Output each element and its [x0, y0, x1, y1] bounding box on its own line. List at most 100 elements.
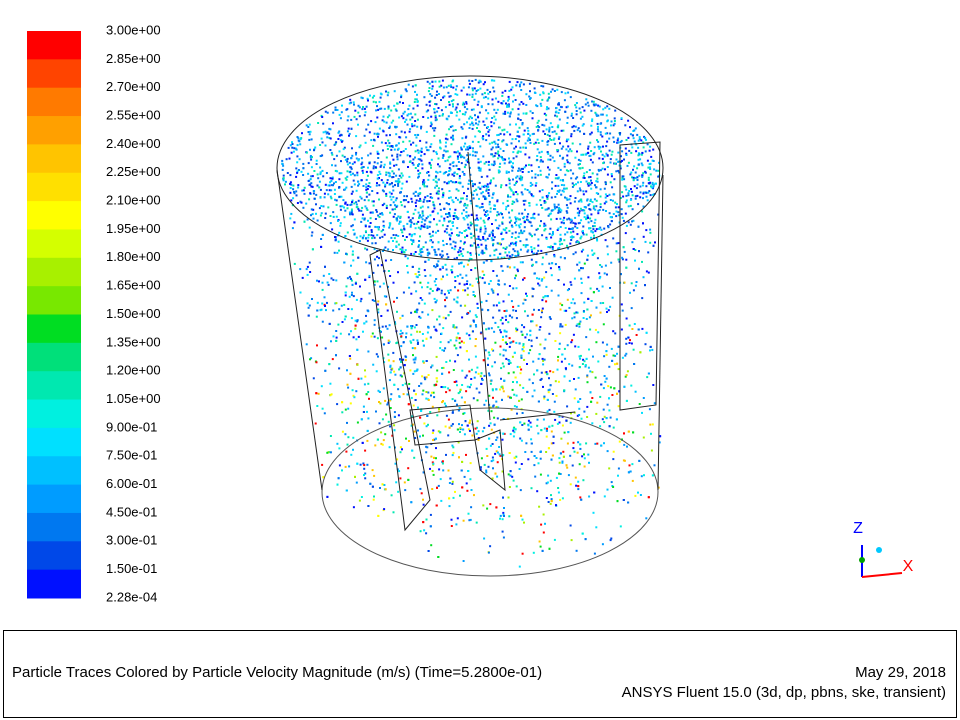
- particle: [335, 154, 338, 157]
- particle: [462, 560, 465, 562]
- particle: [497, 133, 500, 136]
- particle: [365, 188, 368, 191]
- particle: [599, 302, 602, 305]
- particle: [470, 368, 473, 371]
- particle: [530, 224, 533, 227]
- particle: [639, 185, 642, 188]
- particle: [357, 377, 360, 380]
- particle: [406, 265, 409, 267]
- particle: [528, 156, 531, 159]
- particle: [437, 192, 440, 195]
- particle: [403, 195, 406, 198]
- particle: [483, 92, 486, 95]
- particle: [437, 229, 440, 232]
- particle: [396, 310, 398, 313]
- particle: [574, 388, 577, 391]
- particle: [471, 87, 474, 90]
- particle: [381, 212, 383, 215]
- particle: [575, 549, 578, 552]
- particle: [381, 443, 384, 446]
- particle: [579, 167, 582, 170]
- particle: [572, 125, 575, 128]
- particle: [479, 130, 481, 133]
- particle: [623, 185, 626, 188]
- particle: [356, 363, 359, 366]
- particle: [536, 369, 539, 372]
- particle: [390, 148, 393, 151]
- particle: [402, 291, 405, 294]
- particle: [464, 376, 467, 379]
- particle: [373, 283, 376, 286]
- particle: [346, 157, 349, 160]
- particle: [468, 421, 471, 424]
- particle: [631, 241, 634, 244]
- particle: [560, 184, 563, 186]
- particle: [435, 447, 437, 450]
- particle: [566, 344, 569, 347]
- particle: [561, 497, 564, 500]
- particle: [318, 186, 321, 189]
- particle: [407, 108, 410, 111]
- particle: [597, 192, 600, 195]
- particle: [336, 170, 339, 173]
- particle: [386, 309, 389, 312]
- particle: [596, 180, 599, 183]
- particle: [490, 125, 493, 128]
- particle: [448, 170, 451, 172]
- particle: [523, 219, 526, 222]
- particle: [578, 407, 581, 410]
- particle: [615, 158, 618, 161]
- particle: [425, 141, 428, 144]
- particle: [586, 416, 589, 418]
- particle: [410, 292, 413, 295]
- particle: [631, 328, 634, 330]
- particle: [621, 150, 624, 153]
- particle: [302, 162, 305, 165]
- particle: [517, 304, 520, 307]
- particle: [330, 189, 333, 192]
- particle: [382, 130, 385, 133]
- particle: [452, 240, 455, 243]
- particle: [592, 228, 595, 231]
- particle: [485, 328, 488, 331]
- particle: [528, 378, 531, 381]
- particle: [419, 228, 422, 231]
- particle: [457, 441, 460, 444]
- particle: [341, 401, 344, 404]
- particle: [481, 205, 484, 208]
- particle: [355, 203, 358, 206]
- particle: [573, 302, 576, 305]
- particle: [541, 311, 543, 314]
- particle: [422, 214, 425, 217]
- particle: [548, 262, 551, 265]
- particle: [464, 236, 466, 239]
- particle: [421, 333, 424, 335]
- particle: [649, 173, 652, 176]
- particle: [425, 110, 428, 113]
- particle: [399, 248, 402, 251]
- particle: [446, 182, 449, 185]
- particle: [321, 281, 324, 284]
- particle: [306, 302, 309, 305]
- particle: [535, 228, 538, 231]
- particle: [657, 175, 660, 178]
- particle: [336, 251, 339, 254]
- particle: [451, 80, 454, 83]
- particle: [344, 291, 347, 294]
- particle: [429, 145, 432, 148]
- particle: [430, 94, 433, 97]
- particle: [486, 237, 489, 240]
- particle: [383, 484, 386, 486]
- particle: [512, 94, 515, 97]
- particle: [495, 304, 498, 307]
- particle: [363, 322, 366, 325]
- particle: [463, 166, 466, 169]
- particle: [547, 194, 550, 197]
- particle: [534, 176, 537, 179]
- particle: [498, 446, 501, 448]
- particle: [521, 348, 524, 351]
- particle: [527, 213, 530, 216]
- particle: [316, 309, 319, 312]
- particle: [420, 382, 423, 385]
- particle: [543, 229, 546, 232]
